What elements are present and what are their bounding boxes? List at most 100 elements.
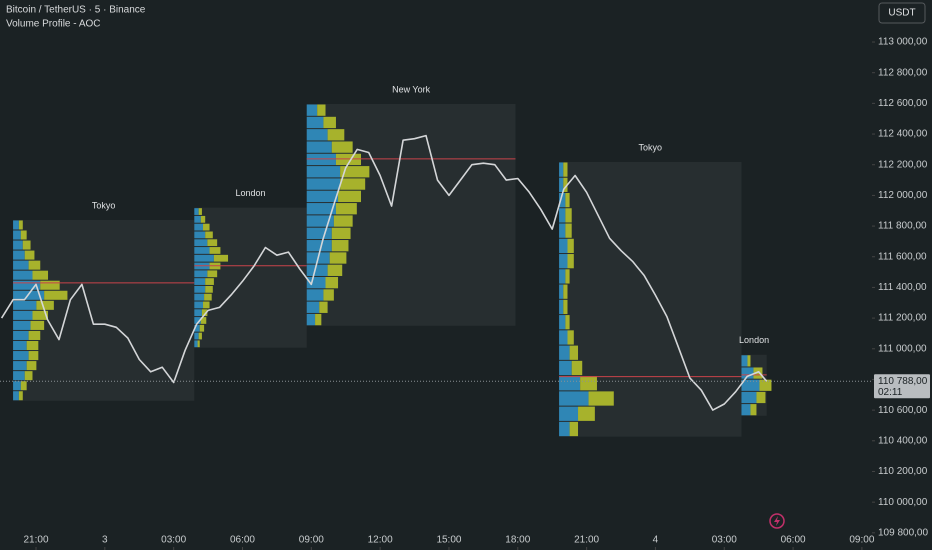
volume-up bbox=[306, 203, 336, 215]
y-tick-label: 111 400,00 bbox=[878, 282, 927, 293]
volume-down bbox=[201, 309, 208, 317]
volume-up bbox=[13, 280, 41, 290]
volume-up bbox=[306, 301, 320, 313]
volume-down bbox=[565, 223, 572, 238]
volume-down bbox=[200, 215, 206, 223]
x-tick-label: 21:00 bbox=[24, 535, 49, 546]
volume-up bbox=[13, 381, 21, 391]
currency-button[interactable] bbox=[878, 2, 926, 24]
volume-down bbox=[331, 141, 353, 153]
volume-up bbox=[13, 340, 27, 351]
volume-down bbox=[759, 379, 772, 391]
y-tick-label: 112 600,00 bbox=[878, 98, 928, 109]
volume-up bbox=[194, 231, 206, 239]
volume-up bbox=[13, 310, 33, 320]
x-tick-label: 06:00 bbox=[781, 535, 806, 546]
volume-up bbox=[741, 355, 748, 367]
volume-up bbox=[306, 264, 328, 276]
volume-down bbox=[747, 355, 751, 367]
volume-up bbox=[306, 116, 324, 129]
volume-up bbox=[306, 215, 334, 227]
volume-up bbox=[194, 278, 206, 285]
volume-down bbox=[18, 220, 23, 230]
volume-down bbox=[750, 404, 757, 416]
y-tick-label: 112 400,00 bbox=[878, 129, 928, 140]
countdown-label: 02:11 bbox=[878, 387, 903, 398]
x-tick-label: 06:00 bbox=[230, 535, 255, 546]
volume-up bbox=[741, 391, 757, 404]
volume-down bbox=[327, 264, 343, 276]
indicator-title: Volume Profile - AOC bbox=[6, 19, 100, 30]
price-line bbox=[0, 134, 768, 411]
volume-up bbox=[194, 293, 205, 301]
x-tick-label: 15:00 bbox=[436, 535, 461, 546]
y-tick-label: 111 800,00 bbox=[878, 221, 927, 232]
volume-up bbox=[559, 192, 566, 208]
volume-up bbox=[306, 129, 328, 141]
volume-up bbox=[306, 289, 324, 301]
volume-down bbox=[571, 360, 583, 376]
alert-bolt bbox=[774, 516, 780, 526]
volume-up bbox=[741, 367, 754, 379]
volume-down bbox=[325, 276, 339, 289]
volume-up bbox=[306, 153, 336, 166]
volume-up bbox=[13, 240, 23, 250]
volume-up bbox=[741, 404, 751, 416]
volume-down bbox=[26, 340, 39, 351]
volume-down bbox=[205, 231, 213, 239]
x-tick-label: 3 bbox=[102, 535, 108, 546]
x-tick-label: 4 bbox=[653, 535, 659, 546]
last-price-label: 110 788,00 bbox=[878, 376, 928, 387]
y-tick-label: 111 000,00 bbox=[878, 343, 927, 354]
volume-up bbox=[13, 220, 19, 230]
volume-up bbox=[194, 215, 201, 223]
volume-up bbox=[194, 285, 206, 293]
volume-down bbox=[569, 345, 579, 360]
volume-up bbox=[559, 269, 566, 284]
volume-up bbox=[559, 376, 581, 391]
y-tick-label: 111 600,00 bbox=[878, 251, 927, 262]
volume-up bbox=[194, 324, 200, 332]
volume-down bbox=[20, 381, 27, 391]
x-tick-label: 12:00 bbox=[368, 535, 393, 546]
volume-down bbox=[203, 223, 210, 231]
volume-up bbox=[559, 162, 564, 177]
last-price-box bbox=[874, 374, 930, 399]
volume-up bbox=[559, 208, 566, 223]
volume-up bbox=[194, 254, 214, 262]
volume-down bbox=[335, 153, 362, 166]
volume-up bbox=[13, 270, 33, 280]
alert-icon[interactable] bbox=[769, 513, 785, 529]
volume-up bbox=[741, 379, 760, 391]
symbol-title: Bitcoin / TetherUS · 5 · Binance bbox=[6, 5, 146, 16]
volume-down bbox=[209, 247, 221, 254]
volume-up bbox=[559, 391, 589, 406]
volume-up bbox=[194, 270, 208, 278]
volume-down bbox=[198, 208, 202, 215]
volume-down bbox=[200, 317, 207, 324]
volume-down bbox=[580, 376, 597, 391]
volume-down bbox=[565, 192, 570, 208]
volume-down bbox=[205, 278, 214, 285]
volume-down bbox=[329, 252, 347, 264]
volume-down bbox=[340, 178, 366, 190]
session-label: London bbox=[739, 335, 769, 345]
x-tick-label: 18:00 bbox=[505, 535, 530, 546]
volume-down bbox=[315, 313, 322, 326]
volume-up bbox=[306, 141, 332, 153]
y-tick-label: 110 400,00 bbox=[878, 435, 928, 446]
volume-down bbox=[333, 215, 353, 227]
volume-down bbox=[203, 301, 210, 309]
session-label: London bbox=[235, 188, 265, 198]
volume-down bbox=[26, 361, 37, 371]
volume-up bbox=[559, 238, 568, 254]
volume-up bbox=[13, 330, 29, 340]
volume-down bbox=[40, 280, 60, 290]
volume-down bbox=[44, 290, 68, 300]
volume-down bbox=[205, 285, 213, 293]
plot: Tokyo London New York Tokyo London bbox=[0, 41, 875, 550]
volume-down bbox=[28, 260, 41, 270]
currency-label[interactable]: USDT bbox=[888, 8, 915, 19]
volume-up bbox=[559, 254, 568, 269]
